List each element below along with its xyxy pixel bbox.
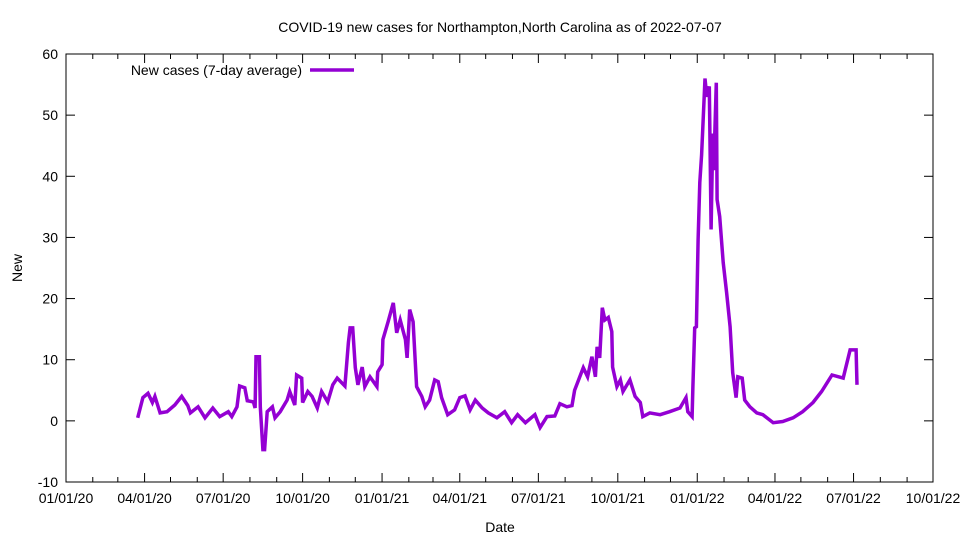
y-tick-label: 10: [42, 352, 58, 368]
y-tick-label: 40: [42, 168, 58, 184]
axes: -10 0 10 20 30 40 50 60 01/01/20 04/01/20 07/01/20…: [38, 46, 960, 506]
x-tick-label: 10/01/20: [275, 490, 330, 506]
plot-border: [65, 53, 934, 483]
legend: New cases (7-day average): [131, 62, 354, 78]
y-tick-label: 20: [42, 291, 58, 307]
y-tick-label: 50: [42, 107, 58, 123]
x-tick-label: 04/01/22: [748, 490, 803, 506]
x-tick-label: 01/01/21: [355, 490, 410, 506]
x-tick-label: 10/01/22: [906, 490, 960, 506]
series-line-new-cases: [136, 78, 859, 452]
chart-title: COVID-19 new cases for Northampton,North…: [278, 19, 722, 35]
y-tick-label: 30: [42, 229, 58, 245]
x-axis-label: Date: [485, 519, 515, 535]
x-tick-label: 07/01/21: [511, 490, 566, 506]
x-tick-label: 07/01/22: [826, 490, 881, 506]
x-tick-label: 01/01/22: [670, 490, 725, 506]
x-tick-label: 01/01/20: [39, 490, 94, 506]
legend-label: New cases (7-day average): [131, 62, 302, 78]
x-tick-label: 04/01/21: [433, 490, 488, 506]
x-tick-label: 04/01/20: [117, 490, 172, 506]
x-tick-label: 07/01/20: [196, 490, 251, 506]
y-tick-label: 60: [42, 46, 58, 62]
y-axis-label: New: [9, 253, 25, 282]
x-tick-label: 10/01/21: [591, 490, 646, 506]
y-tick-label: -10: [38, 474, 58, 490]
y-tick-label: 0: [50, 413, 58, 429]
